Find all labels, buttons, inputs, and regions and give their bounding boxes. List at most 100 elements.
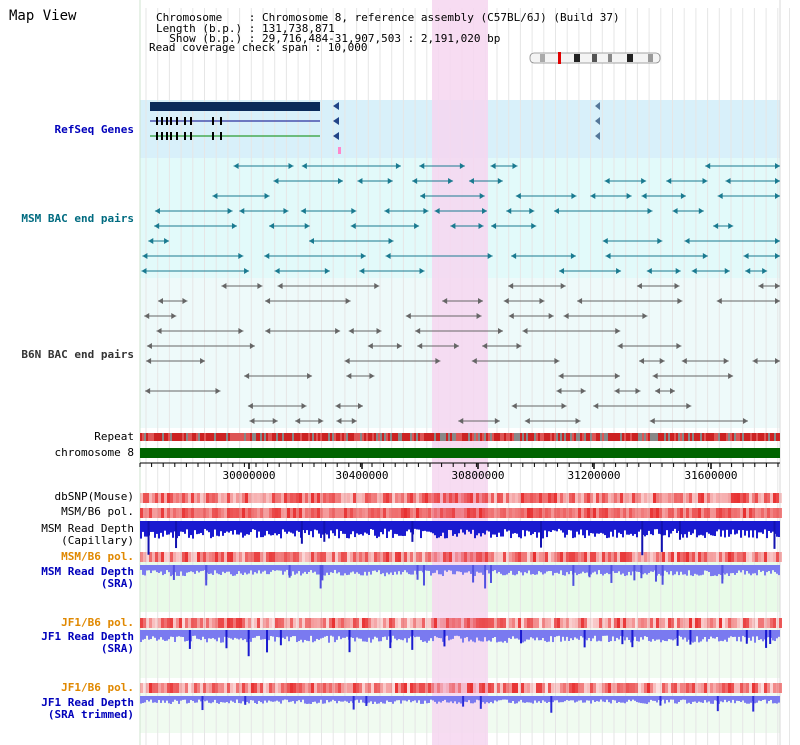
msm-depth-sra	[616, 565, 618, 573]
dbsnp-heat	[299, 493, 302, 503]
msm-depth-sra	[714, 565, 716, 576]
dbsnp-heat	[734, 493, 737, 503]
jf1-depth-trim	[260, 696, 262, 703]
repeat-mark	[236, 433, 238, 441]
dbsnp-heat	[236, 493, 239, 503]
repeat-mark	[244, 433, 246, 441]
repeat-mark	[144, 433, 146, 441]
msm-bac-pair-end	[675, 268, 681, 274]
axis-tick-label: 30800000	[451, 469, 505, 482]
repeat-mark	[162, 433, 164, 441]
msm-depth-sra	[350, 565, 352, 573]
jf1-depth-trim	[220, 696, 222, 703]
jf1-b6-pol-heat	[677, 618, 680, 628]
jf1-b6-pol-heat	[329, 618, 332, 628]
jf1-depth-trim	[226, 696, 228, 702]
repeat-mark	[372, 433, 374, 441]
repeat-mark	[716, 433, 718, 441]
jf1-depth-sra	[612, 630, 614, 637]
b6n-bac-pair-end	[200, 358, 206, 364]
msm-depth-capillary	[382, 521, 384, 535]
jf1-depth-sra	[450, 630, 452, 640]
jf1-depth-sra	[664, 630, 666, 641]
refseq-genes-label[interactable]: RefSeq Genes	[54, 123, 134, 136]
jf1-b6-pol-heat	[644, 618, 647, 628]
msm-b6-pol-heat	[491, 508, 494, 518]
msm-b6-pol-sra-heat	[773, 552, 776, 562]
msm-b6-pol-sra-heat	[728, 552, 731, 562]
jf1-depth-sra	[572, 630, 574, 641]
b6n-bac-pair-end	[244, 373, 250, 379]
jf1-depth-sra-spike	[389, 630, 392, 649]
msm-depth-sra	[598, 565, 600, 571]
msm-bac-pair-end	[672, 208, 678, 214]
msm-depth-sra	[352, 565, 354, 572]
jf1-depth-sra	[152, 630, 154, 637]
jf1-depth-trim	[558, 696, 560, 703]
chromosome-bar	[140, 448, 780, 458]
msm-depth-sra	[242, 565, 244, 575]
chromosome-label: chromosome 8	[54, 446, 134, 459]
jf1-b6-pol-trim-heat	[206, 683, 209, 693]
repeat-mark	[756, 433, 758, 441]
msm-bac-pair-end	[684, 238, 690, 244]
msm-depth-sra	[222, 565, 224, 572]
msm-b6-pol-sra-heat	[140, 552, 143, 562]
msm-b6-pol-sra-heat	[308, 552, 311, 562]
jf1-b6-pol-heat	[152, 618, 155, 628]
msm-b6-pol-heat	[179, 508, 182, 518]
b6n-bac-end-pairs-label[interactable]: B6N BAC end pairs	[21, 348, 134, 361]
msm-depth-sra	[342, 565, 344, 576]
msm-depth-capillary	[524, 521, 526, 537]
jf1-b6-pol-trim-heat	[764, 683, 767, 693]
msm-depth-capillary	[434, 521, 436, 536]
msm-bac-pair-end	[713, 223, 719, 229]
msm-bac-end-pairs-label[interactable]: MSM BAC end pairs	[21, 212, 134, 225]
repeat-mark	[728, 433, 730, 441]
msm-b6-pol-sra-heat	[527, 552, 530, 562]
jf1-b6-pol-heat	[773, 618, 776, 628]
jf1-b6-pol-trim-heat	[338, 683, 341, 693]
msm-depth-sra	[474, 565, 476, 576]
msm-depth-capillary	[242, 521, 244, 538]
jf1-depth-sra	[366, 630, 368, 642]
jf1-b6-pol-trim-heat	[758, 683, 761, 693]
jf1-depth-sra-spike	[765, 630, 768, 648]
b6n-bac-pair-end	[580, 388, 586, 394]
msm-depth-sra	[408, 565, 410, 575]
jf1-b6-pol-trim-heat	[428, 683, 431, 693]
b6n-bac-pair-end	[335, 403, 341, 409]
msm-depth-sra	[494, 565, 496, 571]
repeat-mark	[224, 433, 226, 441]
msm-b6-pol-sra-heat	[632, 552, 635, 562]
msm-depth-capillary	[496, 521, 498, 537]
jf1-depth-trim	[458, 696, 460, 703]
repeat-mark	[194, 433, 196, 441]
repeat-mark	[158, 433, 160, 441]
jf1-b6-pol-heat	[173, 618, 176, 628]
msm-bac-pair-end	[762, 268, 768, 274]
jf1-depth-trim	[760, 696, 762, 702]
msm-depth-sra	[670, 565, 672, 572]
dbsnp-heat	[251, 493, 254, 503]
msm-depth-capillary	[668, 521, 670, 538]
msm-b6-pol-sra-heat	[668, 552, 671, 562]
coverage-span-info: Read coverage check span : 10,000	[149, 41, 368, 54]
repeat-mark	[214, 433, 216, 441]
b6n-bac-pair-end	[146, 343, 152, 349]
repeat-mark	[344, 433, 346, 441]
dbsnp-heat	[170, 493, 173, 503]
jf1-b6-pol-trim-heat	[326, 683, 329, 693]
msm-b6-pol-heat	[551, 508, 554, 518]
msm-depth-capillary	[216, 521, 218, 536]
jf1-depth-sra	[624, 630, 626, 641]
dbsnp-heat	[746, 493, 749, 503]
jf1-b6-pol-trim-heat	[512, 683, 515, 693]
msm-b6-pol-heat	[446, 508, 449, 518]
repeat-mark	[268, 433, 270, 441]
jf1-b6-pol-trim-heat	[596, 683, 599, 693]
msm-depth-sra	[632, 565, 634, 572]
dbsnp-heat	[554, 493, 557, 503]
msm-depth-sra	[476, 565, 478, 572]
